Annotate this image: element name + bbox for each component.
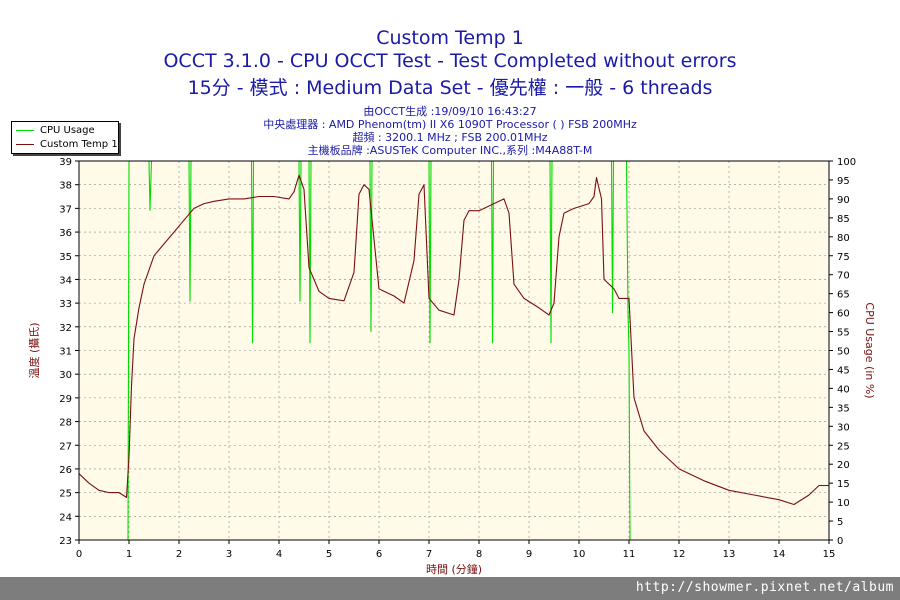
- y-right-tick-label: 90: [837, 195, 850, 206]
- x-axis-label: 時間 (分鐘): [426, 562, 482, 576]
- y-left-tick-label: 27: [59, 441, 72, 452]
- y-right-tick-label: 30: [837, 422, 850, 433]
- x-tick-label: 10: [573, 549, 586, 560]
- y-left-tick-label: 34: [59, 275, 72, 286]
- x-tick-label: 5: [326, 549, 332, 560]
- x-tick-label: 0: [76, 549, 82, 560]
- chart-subtitle-mode: 15分 - 模式 : Medium Data Set - 優先權 : 一般 - …: [187, 77, 713, 99]
- y-left-tick-label: 38: [59, 181, 72, 192]
- x-tick-label: 13: [723, 549, 736, 560]
- x-tick-label: 9: [526, 549, 532, 560]
- legend-swatch-cpu: [16, 130, 34, 131]
- legend-label-temp: Custom Temp 1: [40, 139, 118, 150]
- y-right-axis-label: CPU Usage (in %): [863, 302, 876, 398]
- x-tick-label: 7: [426, 549, 432, 560]
- x-tick-label: 6: [376, 549, 382, 560]
- y-left-tick-label: 23: [59, 536, 72, 547]
- legend-item-temp: Custom Temp 1: [16, 138, 118, 151]
- y-right-tick-label: 65: [837, 290, 850, 301]
- legend-item-cpu-usage: CPU Usage: [16, 124, 95, 137]
- y-left-tick-label: 35: [59, 252, 72, 263]
- y-left-tick-label: 24: [59, 512, 72, 523]
- x-tick-label: 8: [476, 549, 482, 560]
- chart-subtitle-test: OCCT 3.1.0 - CPU OCCT Test - Test Comple…: [163, 50, 737, 72]
- y-left-tick-label: 33: [59, 299, 72, 310]
- y-right-tick-label: 50: [837, 347, 850, 358]
- y-left-tick-label: 26: [59, 465, 72, 476]
- y-right-tick-label: 10: [837, 498, 850, 509]
- legend-swatch-temp: [16, 144, 34, 145]
- x-tick-label: 11: [623, 549, 636, 560]
- y-left-tick-label: 25: [59, 489, 72, 500]
- watermark-bar: http://showmer.pixnet.net/album: [0, 577, 900, 600]
- y-right-tick-label: 100: [837, 157, 856, 168]
- x-tick-label: 15: [823, 549, 836, 560]
- watermark-text: http://showmer.pixnet.net/album: [635, 580, 894, 595]
- y-left-tick-label: 28: [59, 418, 72, 429]
- y-left-tick-label: 37: [59, 204, 72, 215]
- y-left-tick-label: 29: [59, 394, 72, 405]
- info-clock: 超頻 : 3200.1 MHz ; FSB 200.01MHz: [352, 131, 548, 144]
- chart-legend: CPU Usage Custom Temp 1: [11, 121, 119, 154]
- y-right-tick-label: 60: [837, 309, 850, 320]
- info-cpu: 中央處理器 : AMD Phenom(tm) II X6 1090T Proce…: [263, 118, 637, 131]
- y-right-tick-label: 70: [837, 271, 850, 282]
- x-tick-label: 2: [176, 549, 182, 560]
- y-right-tick-label: 95: [837, 176, 850, 187]
- y-right-tick-label: 85: [837, 214, 850, 225]
- y-left-tick-label: 36: [59, 228, 72, 239]
- y-right-tick-label: 0: [837, 536, 843, 547]
- chart-title: Custom Temp 1: [376, 27, 524, 49]
- y-left-tick-label: 30: [59, 370, 72, 381]
- legend-label-cpu: CPU Usage: [40, 125, 95, 136]
- y-right-tick-label: 40: [837, 384, 850, 395]
- x-tick-label: 14: [773, 549, 786, 560]
- y-right-tick-label: 25: [837, 441, 850, 452]
- x-tick-label: 12: [673, 549, 686, 560]
- y-left-tick-label: 31: [59, 347, 72, 358]
- y-right-tick-label: 75: [837, 252, 850, 263]
- y-right-tick-label: 20: [837, 460, 850, 471]
- x-tick-label: 3: [226, 549, 232, 560]
- info-motherboard: 主機板品牌 :ASUSTeK Computer INC.,系列 :M4A88T-…: [307, 144, 593, 157]
- y-left-tick-label: 32: [59, 323, 72, 334]
- y-right-tick-label: 80: [837, 233, 850, 244]
- x-tick-label: 4: [276, 549, 282, 560]
- y-right-tick-label: 45: [837, 365, 850, 376]
- y-right-tick-label: 5: [837, 517, 843, 528]
- temp-line: [78, 174, 829, 506]
- info-generated: 由OCCT生成 :19/09/10 16:43:27: [363, 105, 537, 118]
- y-left-axis-label: 溫度 (攝氏): [27, 322, 41, 378]
- y-right-tick-label: 15: [837, 479, 850, 490]
- y-right-tick-label: 55: [837, 328, 850, 339]
- y-left-tick-label: 39: [59, 157, 72, 168]
- y-right-tick-label: 35: [837, 403, 850, 414]
- x-tick-label: 1: [126, 549, 132, 560]
